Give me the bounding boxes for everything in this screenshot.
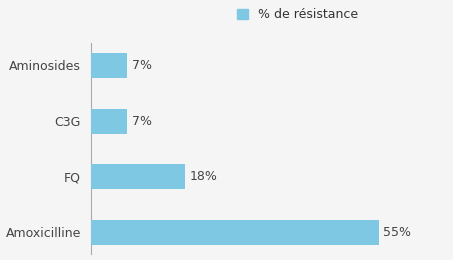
Text: 7%: 7% [131,115,152,128]
Bar [91,109,127,134]
Text: 55%: 55% [383,226,411,239]
Bar [91,53,127,78]
Bar [91,164,185,189]
Text: 7%: 7% [131,59,152,72]
Text: 18%: 18% [189,170,217,183]
Legend: % de résistance: % de résistance [232,3,363,26]
Bar [91,220,379,245]
